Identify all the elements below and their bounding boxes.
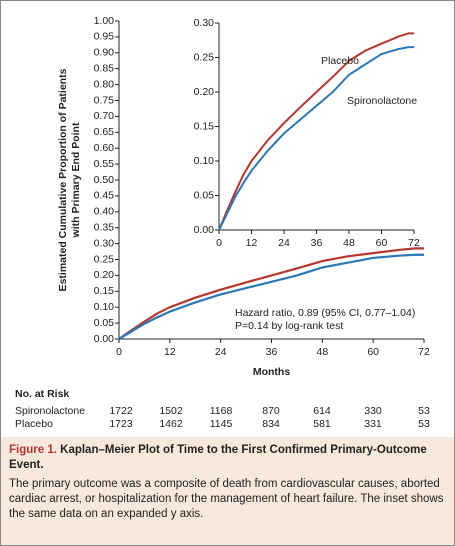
x-tick-label: 72 <box>408 237 420 249</box>
y-tick-label: 0.50 <box>94 174 115 186</box>
y-tick-label: 0.00 <box>194 224 215 236</box>
risk-value: 614 <box>313 405 331 417</box>
x-tick-label: 60 <box>367 346 379 358</box>
series-label: Spironolactone <box>347 95 417 107</box>
x-tick-label: 72 <box>418 346 430 358</box>
y-axis-label: with Primary End Point <box>70 122 82 238</box>
y-axis-label: Estimated Cumulative Proportion of Patie… <box>57 68 69 291</box>
y-tick-label: 0.80 <box>94 78 115 90</box>
y-tick-label: 0.55 <box>94 158 115 170</box>
y-tick-label: 0.95 <box>94 31 115 43</box>
y-tick-label: 0.35 <box>94 221 115 233</box>
line <box>118 247 424 340</box>
x-tick-label: 48 <box>343 237 355 249</box>
x-tick-label: 36 <box>266 346 278 358</box>
y-tick-label: 0.90 <box>94 47 115 59</box>
y-tick-label: 0.30 <box>194 17 215 29</box>
risk-value: 331 <box>364 418 382 430</box>
y-tick-label: 0.60 <box>94 142 115 154</box>
caption-label: Figure 1. <box>9 444 57 456</box>
caption: Figure 1. Kaplan–Meier Plot of Time to t… <box>1 437 454 545</box>
y-tick-label: 1.00 <box>94 15 115 27</box>
risk-value: 330 <box>364 405 382 417</box>
x-tick-label: 24 <box>278 237 290 249</box>
x-tick-label: 0 <box>216 237 222 249</box>
series-label: Placebo <box>321 55 359 67</box>
y-tick-label: 0.05 <box>94 317 115 329</box>
y-tick-label: 0.85 <box>94 62 115 74</box>
risk-value: 53 <box>418 405 430 417</box>
annotation: P=0.14 by log-rank test <box>235 320 343 332</box>
y-tick-label: 0.25 <box>94 253 115 265</box>
y-tick-label: 0.20 <box>194 86 215 98</box>
chart: 0.00 0.05 0.10 0.15 0.20 0.25 0.30 0.35 0.40 0.45… <box>15 15 430 430</box>
y-tick-label: 0.40 <box>94 206 115 218</box>
y-tick-label: 0.05 <box>194 189 215 201</box>
y-tick-label: 0.00 <box>94 333 115 345</box>
x-tick-label: 60 <box>376 237 388 249</box>
y-tick-label: 0.45 <box>94 190 115 202</box>
line <box>218 46 414 231</box>
risk-table-title: No. at Risk <box>15 388 69 400</box>
y-tick-label: 0.10 <box>194 155 215 167</box>
y-tick-label: 0.70 <box>94 110 115 122</box>
risk-value: 834 <box>262 418 280 430</box>
x-tick-label: 12 <box>164 346 176 358</box>
line <box>118 253 424 340</box>
y-tick-label: 0.65 <box>94 126 115 138</box>
y-tick-label: 0.15 <box>94 285 115 297</box>
y-tick-label: 0.30 <box>94 237 115 249</box>
risk-value: 581 <box>313 418 331 430</box>
risk-value: 870 <box>262 405 280 417</box>
y-tick-label: 0.10 <box>94 301 115 313</box>
risk-value: 1145 <box>210 418 233 430</box>
x-tick-label: 36 <box>311 237 323 249</box>
risk-value: 53 <box>418 418 430 430</box>
x-tick-label: 24 <box>215 346 227 358</box>
x-axis-label: Months <box>253 366 290 378</box>
risk-row-label: Spironolactone <box>15 405 85 417</box>
risk-value: 1502 <box>159 405 183 417</box>
risk-row-label: Placebo <box>15 418 53 430</box>
y-tick-label: 0.25 <box>194 51 215 63</box>
y-tick-label: 0.75 <box>94 94 115 106</box>
risk-value: 1462 <box>159 418 183 430</box>
risk-value: 1722 <box>109 405 133 417</box>
caption-title: Kaplan–Meier Plot of Time to the First C… <box>9 444 427 471</box>
line <box>218 32 414 231</box>
x-tick-label: 0 <box>116 346 122 358</box>
y-tick-label: 0.15 <box>194 120 215 132</box>
y-tick-label: 0.20 <box>94 269 115 281</box>
x-tick-label: 12 <box>246 237 258 249</box>
x-tick-label: 48 <box>316 346 328 358</box>
annotation: Hazard ratio, 0.89 (95% CI, 0.77–1.04) <box>235 307 415 319</box>
caption-heading: Figure 1. Kaplan–Meier Plot of Time to t… <box>9 443 446 473</box>
caption-text: The primary outcome was a composite of d… <box>9 478 444 520</box>
risk-value: 1168 <box>210 405 233 417</box>
risk-value: 1723 <box>109 418 133 430</box>
